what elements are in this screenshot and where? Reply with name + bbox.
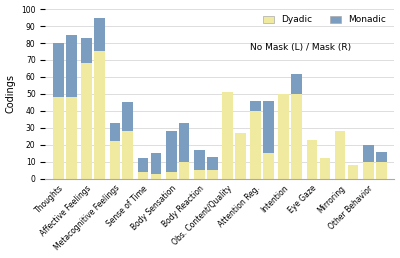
Bar [335, 131, 346, 179]
Bar [81, 63, 92, 179]
Y-axis label: Codings: Codings [6, 75, 16, 114]
Bar [138, 172, 148, 179]
Bar [66, 35, 77, 97]
Bar [81, 38, 92, 63]
Bar [250, 111, 261, 179]
Bar [122, 102, 133, 131]
Bar [53, 97, 64, 179]
Bar [278, 94, 289, 179]
Legend: Dyadic, Monadic: Dyadic, Monadic [260, 12, 390, 28]
Bar [94, 18, 105, 52]
Bar [348, 165, 358, 179]
Bar [151, 153, 161, 174]
Bar [122, 131, 133, 179]
Bar [194, 150, 205, 170]
Bar [179, 123, 190, 162]
Bar [138, 158, 148, 172]
Bar [292, 74, 302, 94]
Bar [235, 133, 246, 179]
Bar [94, 52, 105, 179]
Bar [194, 170, 205, 179]
Bar [320, 158, 330, 179]
Bar [53, 43, 64, 97]
Bar [307, 140, 317, 179]
Bar [207, 170, 218, 179]
Bar [363, 162, 374, 179]
Bar [151, 174, 161, 179]
Bar [166, 131, 176, 172]
Bar [179, 162, 190, 179]
Bar [376, 162, 386, 179]
Bar [222, 92, 233, 179]
Bar [250, 101, 261, 111]
Text: No Mask (L) / Mask (R): No Mask (L) / Mask (R) [250, 43, 351, 52]
Bar [292, 94, 302, 179]
Bar [376, 152, 386, 162]
Bar [207, 157, 218, 170]
Bar [110, 123, 120, 141]
Bar [263, 153, 274, 179]
Bar [263, 101, 274, 153]
Bar [166, 172, 176, 179]
Bar [66, 97, 77, 179]
Bar [363, 145, 374, 162]
Bar [110, 141, 120, 179]
